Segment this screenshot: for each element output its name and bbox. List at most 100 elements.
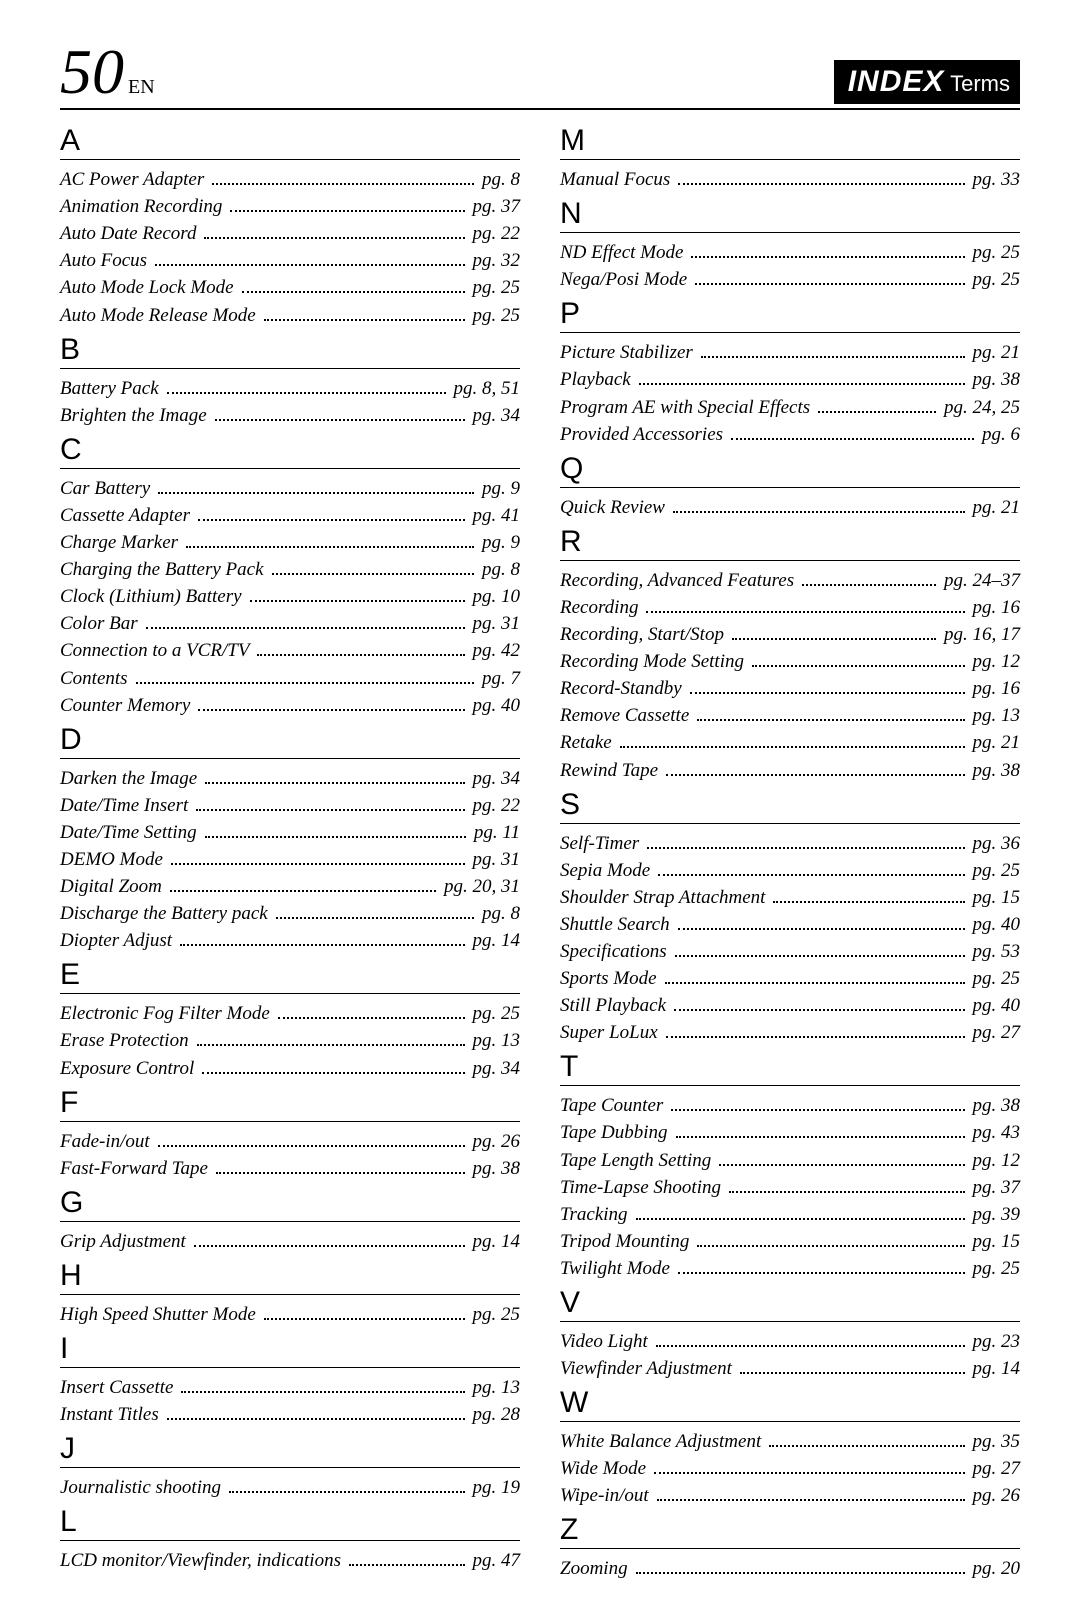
index-entry: DEMO Modepg. 31 bbox=[60, 846, 520, 871]
leader-dots bbox=[690, 675, 965, 694]
leader-dots bbox=[250, 583, 465, 602]
index-entry-label: Digital Zoom bbox=[60, 876, 166, 898]
index-letter: W bbox=[560, 1386, 1020, 1422]
index-entry-label: Exposure Control bbox=[60, 1058, 198, 1080]
leader-dots bbox=[215, 402, 465, 421]
index-columns: AAC Power Adapterpg. 8Animation Recordin… bbox=[60, 118, 1020, 1582]
leader-dots bbox=[675, 938, 965, 957]
index-entry-page: pg. 36 bbox=[969, 833, 1021, 855]
index-entry: Auto Mode Release Modepg. 25 bbox=[60, 301, 520, 326]
index-entry: Rewind Tapepg. 38 bbox=[560, 756, 1020, 781]
leader-dots bbox=[697, 1228, 964, 1247]
leader-dots bbox=[678, 911, 965, 930]
index-entry-page: pg. 24–37 bbox=[940, 570, 1020, 592]
index-entry-label: Specifications bbox=[560, 941, 671, 963]
leader-dots bbox=[155, 247, 464, 266]
index-entry: Specificationspg. 53 bbox=[560, 938, 1020, 963]
index-entry-page: pg. 13 bbox=[469, 1030, 521, 1052]
index-entry-label: Tracking bbox=[560, 1204, 632, 1226]
index-letter: V bbox=[560, 1286, 1020, 1322]
leader-dots bbox=[349, 1547, 465, 1566]
index-entry: Shuttle Searchpg. 40 bbox=[560, 911, 1020, 936]
index-entry-label: Record-Standby bbox=[560, 678, 686, 700]
index-entry: Tape Dubbingpg. 43 bbox=[560, 1119, 1020, 1144]
index-letter: N bbox=[560, 197, 1020, 233]
index-entry-label: Super LoLux bbox=[560, 1022, 662, 1044]
index-entry: LCD monitor/Viewfinder, indicationspg. 4… bbox=[60, 1547, 520, 1572]
index-entry-page: pg. 25 bbox=[469, 1003, 521, 1025]
index-entry: Auto Mode Lock Mode pg. 25 bbox=[60, 274, 520, 299]
leader-dots bbox=[657, 1482, 965, 1501]
index-entry-label: Sports Mode bbox=[560, 968, 661, 990]
index-entry-label: Grip Adjustment bbox=[60, 1231, 190, 1253]
index-entry-page: pg. 25 bbox=[969, 860, 1021, 882]
index-entry-page: pg. 14 bbox=[469, 1231, 521, 1253]
index-letter: T bbox=[560, 1050, 1020, 1086]
index-entry-page: pg. 34 bbox=[469, 1058, 521, 1080]
index-entry-page: pg. 40 bbox=[969, 995, 1021, 1017]
index-entry: Journalistic shootingpg. 19 bbox=[60, 1474, 520, 1499]
index-entry-label: Date/Time Setting bbox=[60, 822, 201, 844]
index-entry: Retakepg. 21 bbox=[560, 729, 1020, 754]
index-entry-page: pg. 25 bbox=[969, 269, 1021, 291]
leader-dots bbox=[194, 1228, 465, 1247]
index-entry-label: AC Power Adapter bbox=[60, 169, 208, 191]
leader-dots bbox=[665, 965, 965, 984]
index-entry-label: Recording, Advanced Features bbox=[560, 570, 798, 592]
leader-dots bbox=[671, 1092, 964, 1111]
index-entry-label: Insert Cassette bbox=[60, 1377, 177, 1399]
index-entry-page: pg. 37 bbox=[969, 1177, 1021, 1199]
index-entry-label: Clock (Lithium) Battery bbox=[60, 586, 246, 608]
index-entry-label: Brighten the Image bbox=[60, 405, 211, 427]
index-entry: Grip Adjustment pg. 14 bbox=[60, 1228, 520, 1253]
index-entry: High Speed Shutter Modepg. 25 bbox=[60, 1301, 520, 1326]
index-entry-page: pg. 25 bbox=[969, 242, 1021, 264]
index-entry: Darken the Imagepg. 34 bbox=[60, 765, 520, 790]
index-entry-label: Recording, Start/Stop bbox=[560, 624, 728, 646]
index-entry-label: Darken the Image bbox=[60, 768, 201, 790]
leader-dots bbox=[818, 393, 936, 412]
index-entry-page: pg. 35 bbox=[969, 1431, 1021, 1453]
index-entry-page: pg. 38 bbox=[969, 1095, 1021, 1117]
index-entry-label: Zooming bbox=[560, 1558, 632, 1580]
index-entry-page: pg. 25 bbox=[469, 277, 521, 299]
index-entry: Auto Date Recordpg. 22 bbox=[60, 220, 520, 245]
index-entry-page: pg. 27 bbox=[969, 1022, 1021, 1044]
index-letter: J bbox=[60, 1432, 520, 1468]
index-entry: Still Playback pg. 40 bbox=[560, 992, 1020, 1017]
leader-dots bbox=[230, 193, 464, 212]
index-entry-page: pg. 27 bbox=[969, 1458, 1021, 1480]
index-entry: Electronic Fog Filter Modepg. 25 bbox=[60, 1000, 520, 1025]
index-entry: Picture Stabilizerpg. 21 bbox=[560, 339, 1020, 364]
leader-dots bbox=[158, 1128, 465, 1147]
leader-dots bbox=[212, 166, 474, 185]
leader-dots bbox=[170, 873, 436, 892]
index-entry-page: pg. 10 bbox=[469, 586, 521, 608]
index-entry-page: pg. 7 bbox=[478, 668, 520, 690]
index-entry-page: pg. 6 bbox=[978, 424, 1020, 446]
index-entry: Fast-Forward Tapepg. 38 bbox=[60, 1155, 520, 1180]
index-entry-page: pg. 38 bbox=[969, 760, 1021, 782]
leader-dots bbox=[171, 846, 465, 865]
index-entry: Shoulder Strap Attachmentpg. 15 bbox=[560, 884, 1020, 909]
index-entry-label: Instant Titles bbox=[60, 1404, 163, 1426]
index-entry-label: Auto Mode Lock Mode bbox=[60, 277, 238, 299]
index-entry: Erase Protectionpg. 13 bbox=[60, 1027, 520, 1052]
leader-dots bbox=[216, 1155, 465, 1174]
index-entry-label: Fade-in/out bbox=[60, 1131, 154, 1153]
index-entry: Manual Focuspg. 33 bbox=[560, 166, 1020, 191]
leader-dots bbox=[636, 1201, 965, 1220]
index-entry: Connection to a VCR/TVpg. 42 bbox=[60, 637, 520, 662]
index-entry-label: Still Playback bbox=[560, 995, 670, 1017]
index-entry: Discharge the Battery packpg. 8 bbox=[60, 900, 520, 925]
leader-dots bbox=[647, 830, 964, 849]
index-entry-label: LCD monitor/Viewfinder, indications bbox=[60, 1550, 345, 1572]
leader-dots bbox=[678, 166, 964, 185]
index-entry-label: Playback bbox=[560, 369, 635, 391]
leader-dots bbox=[167, 1401, 465, 1420]
index-entry-page: pg. 21 bbox=[969, 497, 1021, 519]
index-entry: Sepia Modepg. 25 bbox=[560, 857, 1020, 882]
index-entry-label: Charge Marker bbox=[60, 532, 182, 554]
index-entry: Time-Lapse Shootingpg. 37 bbox=[560, 1174, 1020, 1199]
index-entry-label: Picture Stabilizer bbox=[560, 342, 697, 364]
